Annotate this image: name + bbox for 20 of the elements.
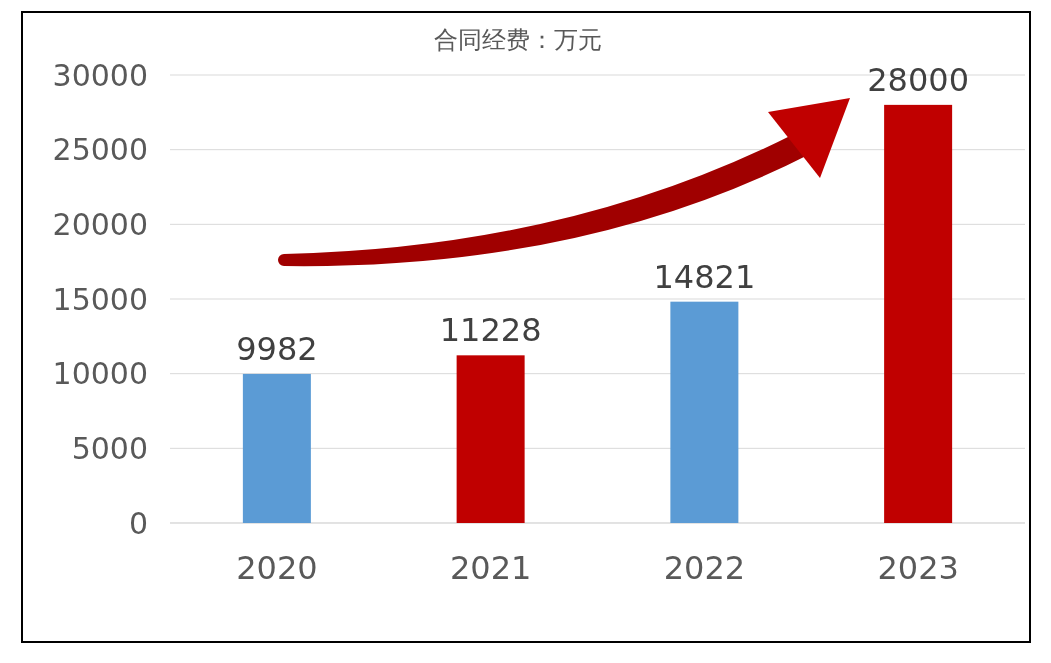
y-tick-label: 25000 bbox=[52, 132, 148, 168]
y-tick-label: 15000 bbox=[52, 281, 148, 317]
x-tick-label: 2021 bbox=[449, 549, 532, 587]
x-tick-label: 2020 bbox=[236, 549, 318, 587]
bar bbox=[670, 301, 739, 523]
y-tick-label: 0 bbox=[128, 505, 148, 541]
y-tick-label: 20000 bbox=[52, 206, 148, 242]
bar bbox=[242, 373, 311, 523]
y-tick-label: 5000 bbox=[71, 430, 148, 466]
chart-title: 合同经费：万元 bbox=[434, 26, 602, 54]
bar bbox=[456, 355, 525, 523]
x-tick-label: 2022 bbox=[663, 549, 746, 587]
x-tick-label: 2023 bbox=[877, 549, 959, 587]
y-tick-label: 30000 bbox=[52, 57, 148, 93]
bar bbox=[884, 104, 953, 523]
data-label: 14821 bbox=[653, 257, 756, 296]
data-label: 9982 bbox=[236, 329, 318, 368]
data-label: 28000 bbox=[867, 60, 970, 99]
y-tick-label: 10000 bbox=[52, 356, 148, 392]
data-label: 11228 bbox=[439, 311, 542, 350]
